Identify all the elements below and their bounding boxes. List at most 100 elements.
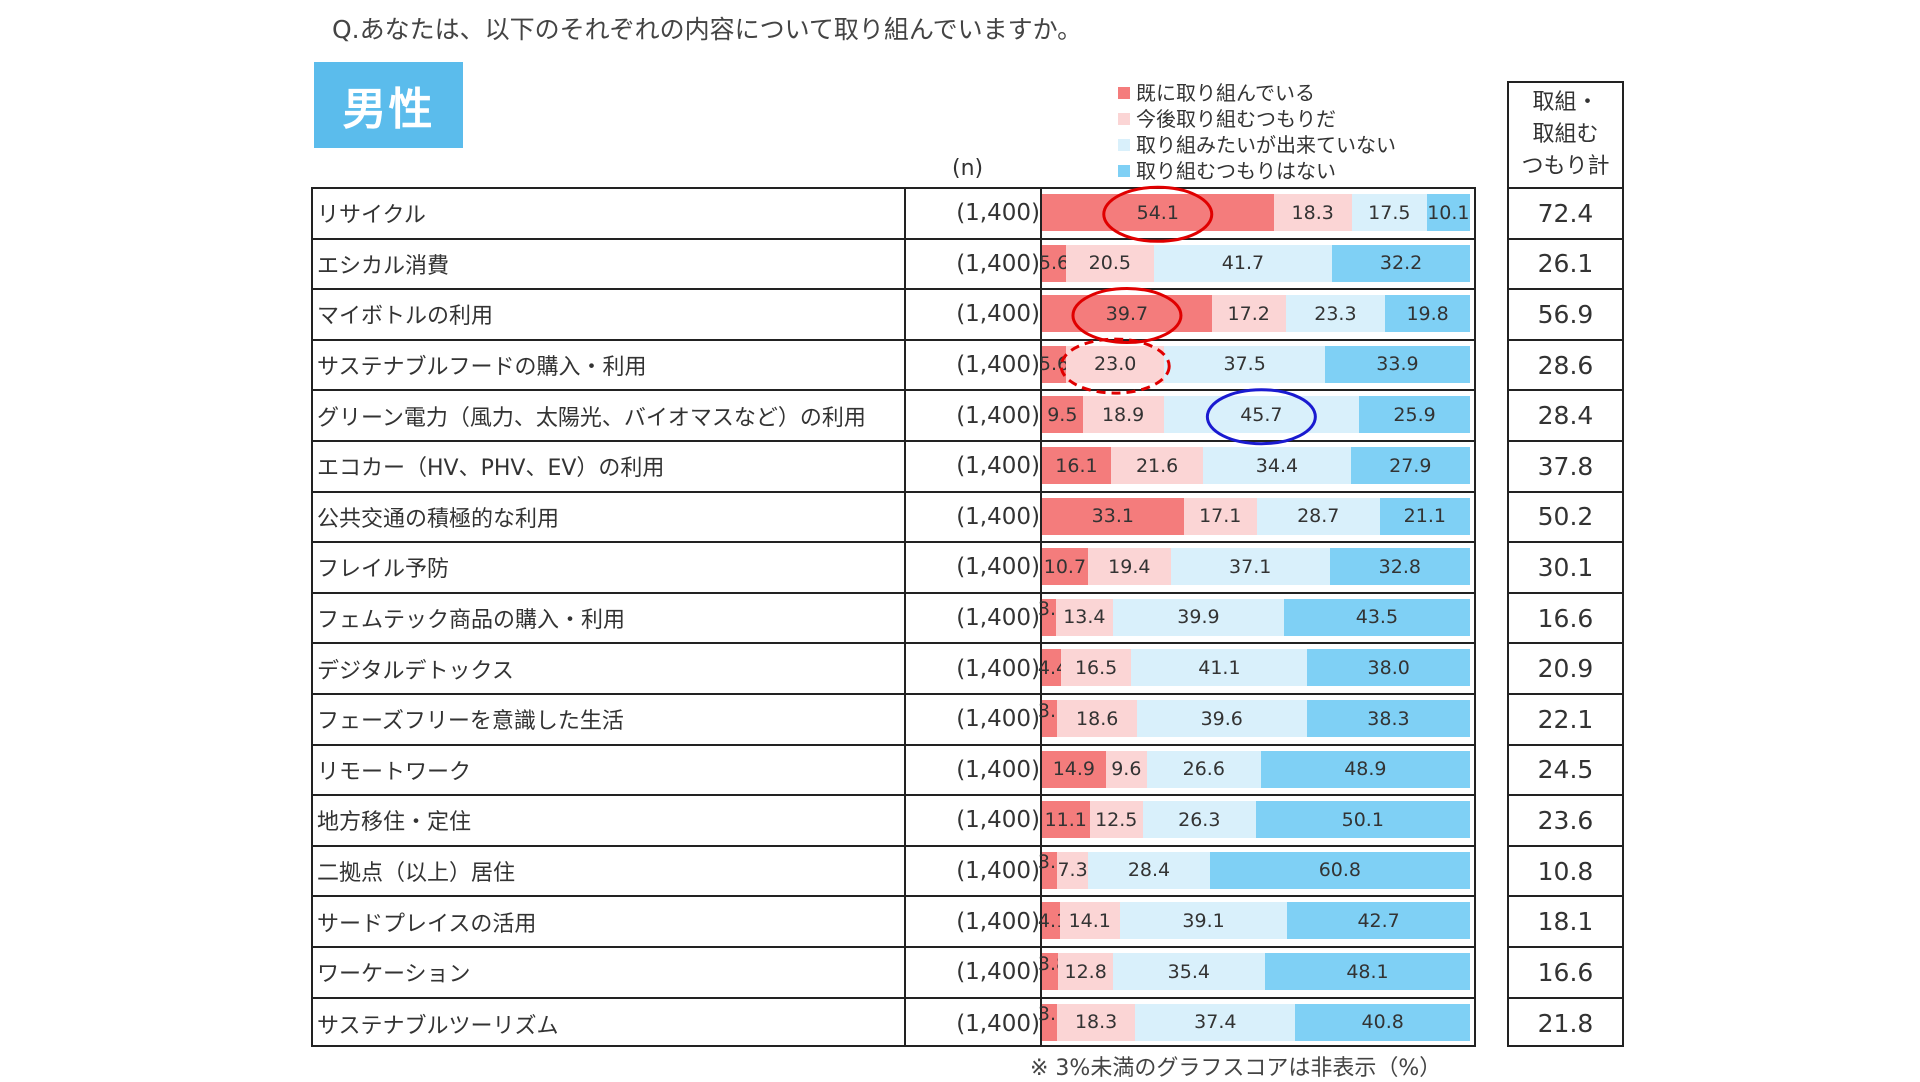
bar-segment [1385, 295, 1470, 333]
row-n: (1,400) [956, 655, 1040, 682]
stacked-bar: 14.9 9.6 26.6 48.9 [1042, 750, 1470, 788]
bar-segment [1042, 902, 1060, 940]
data-label: 32.2 [1379, 252, 1423, 275]
bar-segment [1359, 396, 1470, 434]
bar-segment [1087, 548, 1171, 586]
legend-swatch [1118, 165, 1130, 177]
total-cell: 22.1 [1509, 695, 1622, 746]
legend-swatch [1118, 113, 1130, 125]
data-label: 33.1 [1091, 505, 1134, 528]
total-cell: 72.4 [1509, 189, 1622, 240]
total-cell: 28.6 [1509, 341, 1622, 392]
row-label: エシカル消費 [317, 253, 450, 279]
table-row: 地方移住・定住 (1,400) 11.1 12.5 26.3 50.1 [313, 796, 1474, 847]
bar-segment [1055, 598, 1114, 636]
stacked-bar: 9.5 18.9 45.7 25.9 [1042, 396, 1470, 434]
total-cell: 16.6 [1509, 948, 1622, 999]
data-label: 50.1 [1341, 808, 1384, 831]
row-label: デジタルデトックス [317, 658, 514, 684]
stacked-bar: 10.7 19.4 37.1 32.8 [1042, 548, 1470, 586]
data-label: 18.3 [1074, 1011, 1118, 1034]
data-label: 35.4 [1167, 960, 1210, 983]
row-label: マイボトルの利用 [317, 304, 494, 330]
n-header: (n) [952, 156, 984, 181]
data-label: 40.8 [1361, 1011, 1404, 1034]
bar-segment [1131, 649, 1308, 687]
stacked-bar: 16.1 21.6 34.4 27.9 [1042, 447, 1470, 484]
stacked-bar: 4.1 14.1 39.1 42.7 [1038, 902, 1470, 940]
bar-segment [1164, 345, 1325, 383]
bar-segment [1056, 851, 1089, 889]
data-label: 60.8 [1318, 859, 1362, 882]
table-row: サステナブルツーリズム (1,400) 3.5 18.3 37.4 40.8 [313, 999, 1474, 1050]
data-label: 17.1 [1199, 505, 1242, 528]
data-label: 26.6 [1182, 758, 1225, 781]
total-cell: 18.1 [1509, 897, 1622, 948]
bar-segment [1143, 801, 1256, 839]
table-row: フェムテック商品の購入・利用 (1,400) 3.2 13.4 39.9 43.5 [313, 594, 1474, 645]
bar-segment [1042, 953, 1059, 990]
bar-segment [1183, 497, 1257, 535]
data-label: 48.1 [1346, 960, 1389, 983]
data-label: 54.1 [1136, 201, 1179, 224]
bar-segment [1042, 396, 1083, 434]
row-label: フレイル予防 [317, 557, 450, 583]
row-label: リモートワーク [317, 759, 472, 785]
data-label: 19.4 [1108, 555, 1151, 578]
table-row: 二拠点（以上）居住 (1,400) 3.5 7.3 28.4 60.8 [313, 847, 1474, 898]
bar-segment [1042, 548, 1088, 586]
bar-segment [1113, 953, 1265, 990]
table-row: デジタルデトックス (1,400) 4.4 16.5 41.1 38.0 [313, 644, 1474, 695]
table-row: ワーケーション (1,400) 3.8 12.8 35.4 48.1 [313, 948, 1474, 999]
legend-swatch [1118, 139, 1130, 151]
bar-segment [1113, 598, 1284, 636]
bar-segment [1042, 244, 1066, 282]
data-label: 20.5 [1088, 252, 1131, 275]
data-label: 17.5 [1368, 201, 1411, 224]
bar-segment [1211, 295, 1286, 333]
total-cell: 16.6 [1509, 594, 1622, 645]
bar-segment [1329, 548, 1470, 586]
bar-segment [1255, 801, 1470, 839]
data-label: 26.3 [1178, 808, 1221, 831]
stacked-bar: 33.1 17.1 28.7 21.1 [1042, 497, 1470, 535]
data-label: 5.6 [1038, 252, 1070, 275]
data-label: 16.1 [1055, 454, 1098, 477]
bar-segment [1273, 194, 1352, 231]
total-cell: 30.1 [1509, 543, 1622, 594]
data-label: 34.4 [1255, 454, 1299, 477]
data-label: 28.4 [1127, 859, 1171, 882]
data-label: 18.6 [1076, 707, 1119, 730]
data-label: 33.9 [1376, 353, 1419, 376]
bar-segment [1170, 548, 1330, 586]
table-row: グリーン電力（風力、太陽光、バイオマスなど）の利用 (1,400) 9.5 18.9 4… [313, 391, 1474, 442]
total-header: 取組・ 取組む つもり計 [1509, 83, 1622, 189]
stacked-bar: 54.1 18.3 17.5 10.1 [1042, 194, 1470, 231]
column-divider [1040, 189, 1042, 1045]
bar-segment [1351, 194, 1427, 231]
row-n: (1,400) [956, 352, 1040, 379]
bar-segment [1379, 497, 1470, 535]
data-label: 23.3 [1314, 302, 1357, 325]
row-n: (1,400) [956, 453, 1040, 480]
bar-segment [1042, 447, 1111, 484]
bar-segment [1260, 750, 1470, 788]
data-label: 37.1 [1229, 555, 1272, 578]
row-n: (1,400) [956, 706, 1040, 733]
stacked-bar: 39.7 17.2 23.3 19.8 [1042, 295, 1470, 333]
bar-segment [1256, 497, 1380, 535]
row-n: (1,400) [956, 554, 1040, 581]
gender-badge: 男性 [314, 62, 463, 148]
stacked-bar: 11.1 12.5 26.3 50.1 [1042, 801, 1470, 839]
data-label: 18.3 [1291, 201, 1334, 224]
legend-label: 取り組みたいが出来ていない [1136, 133, 1396, 157]
data-label: 38.3 [1367, 707, 1410, 730]
table-row: 公共交通の積極的な利用 (1,400) 33.1 17.1 28.7 21.1 [313, 493, 1474, 544]
bar-segment [1285, 295, 1386, 333]
bar-segment [1135, 1003, 1296, 1041]
total-cell: 28.4 [1509, 391, 1622, 442]
table-row: サステナブルフードの購入・利用 (1,400) 5.6 23.0 37.5 33.9 [313, 341, 1474, 392]
total-cell: 56.9 [1509, 290, 1622, 341]
data-label: 9.5 [1047, 403, 1078, 426]
data-label: 41.1 [1198, 656, 1241, 679]
